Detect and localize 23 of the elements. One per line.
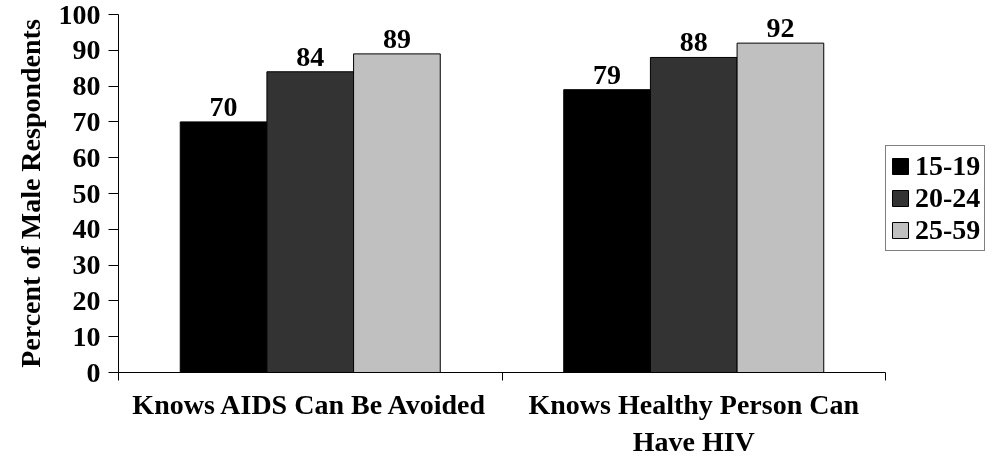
y-tick-label: 0 <box>86 356 101 388</box>
y-tick-label: 90 <box>72 34 101 66</box>
y-tick-label: 60 <box>72 141 101 173</box>
y-tick-label: 70 <box>72 105 101 137</box>
legend-label: 25-59 <box>915 214 981 246</box>
data-label: 92 <box>766 12 795 44</box>
data-label: 70 <box>209 90 238 122</box>
y-tick-label: 50 <box>72 177 101 209</box>
x-tick-label: Knows Healthy Person Can Have HIV <box>528 388 860 457</box>
data-label: 88 <box>679 26 708 58</box>
x-tick-label: Knows AIDS Can Be Avoided <box>132 388 486 420</box>
legend-label: 20-24 <box>915 182 981 214</box>
y-tick-label: 10 <box>72 320 101 352</box>
y-tick-label: 80 <box>72 70 101 102</box>
legend-label: 15-19 <box>915 150 981 182</box>
y-tick-label: 20 <box>72 284 101 316</box>
y-axis-title: Percent of Male Respondents <box>14 19 46 368</box>
data-label: 79 <box>593 58 622 90</box>
y-tick-label: 40 <box>72 213 101 245</box>
data-label: 89 <box>382 22 411 54</box>
y-tick-label: 30 <box>72 249 101 281</box>
y-tick-label: 100 <box>58 0 101 30</box>
data-label: 84 <box>296 40 325 72</box>
